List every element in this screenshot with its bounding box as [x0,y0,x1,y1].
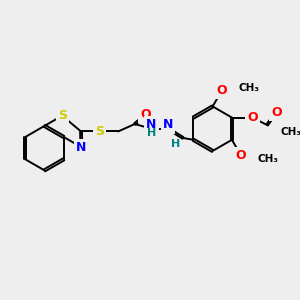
Text: N: N [76,141,87,154]
Text: O: O [271,106,282,118]
Text: S: S [58,109,67,122]
Text: O: O [236,149,247,162]
Text: CH₃: CH₃ [280,128,300,137]
Text: N: N [146,118,157,131]
Text: H: H [147,128,156,138]
Text: O: O [217,84,227,97]
Text: N: N [163,118,173,131]
Text: CH₃: CH₃ [258,154,279,164]
Text: H: H [171,140,180,149]
Text: S: S [95,125,104,138]
Text: CH₃: CH₃ [238,82,260,93]
Text: O: O [247,111,258,124]
Text: O: O [141,108,151,121]
